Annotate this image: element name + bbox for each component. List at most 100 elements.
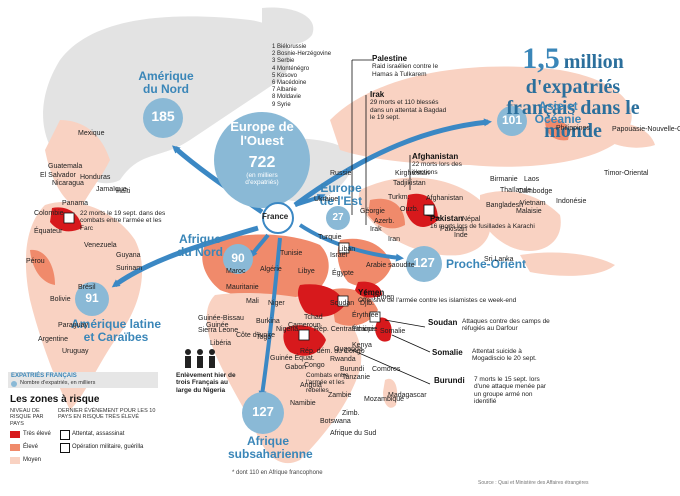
- land-indonesia: [520, 252, 615, 276]
- bubble-west-europe: [214, 112, 310, 208]
- country-label: Guinée: [206, 322, 229, 329]
- legend-level-medium: Élevé: [23, 444, 39, 450]
- annotation-text: 7 morts le 15 sept. lors d'une attaque m…: [474, 376, 547, 406]
- country-label: Brésil: [78, 284, 96, 291]
- land-central-america: [45, 120, 110, 210]
- country-label: Venezuela: [84, 242, 117, 249]
- country-label: Jamaïque: [96, 186, 127, 193]
- annotation-text: 22 morts le 19 sept. dans des combats en…: [80, 210, 166, 232]
- legend-event-attack: Attentat, assassinat: [72, 431, 125, 437]
- land-arabia: [337, 238, 392, 287]
- value-north-america: 185: [151, 108, 175, 124]
- europe-list-item: 9 Syrie: [272, 101, 291, 108]
- annotation-text: Attaques contre des camps de réfugiés au…: [462, 318, 550, 333]
- annotation-title: Burundi: [434, 376, 465, 385]
- country-label: Liban: [338, 246, 356, 253]
- country-label: Zambie: [328, 392, 352, 399]
- country-label: Côte d'Ivoire: [236, 332, 276, 339]
- arrow-sub-saharan: [258, 237, 282, 399]
- land-pakistan-afghanistan: [406, 193, 438, 227]
- country-label: Guinée-Bissau: [198, 315, 244, 322]
- legend-risk-title: Les zones à risque: [10, 394, 100, 405]
- annotation-title: Palestine: [372, 54, 408, 63]
- annotation-burundi: Burundi 7 morts le 15 sept. lors d'une at…: [434, 376, 564, 406]
- country-label: Soudan: [330, 300, 355, 307]
- land-somalia: [375, 317, 392, 342]
- country-label: Arabie saoudite: [366, 262, 415, 269]
- bubble-latin-america: [75, 282, 109, 316]
- annotation-soudan: Soudan Attaques contre des camps de réfug…: [428, 318, 558, 333]
- country-label: Tunisie: [280, 250, 303, 257]
- country-label: Philippines: [556, 125, 590, 132]
- annotation-text: Offensive de l'armée contre les islamist…: [358, 297, 517, 305]
- country-label: Inde: [454, 232, 468, 239]
- country-label: Afrique du Sud: [330, 430, 377, 437]
- country-label: Tadjikistan: [393, 180, 426, 187]
- land-se-asia: [480, 191, 561, 251]
- annotation-title: Irak: [370, 90, 385, 99]
- country-label: Sierra Leone: [198, 327, 239, 334]
- country-label: Libye: [298, 268, 315, 275]
- country-label: Thaïlande: [500, 187, 532, 194]
- arrow-latin-america: [111, 225, 259, 288]
- country-label: Vietnam: [520, 200, 546, 207]
- arrow-north-africa: [249, 233, 270, 259]
- country-label: Équateur: [34, 228, 63, 235]
- country-label: Birmanie: [490, 176, 518, 183]
- country-label: Djib.: [360, 300, 375, 307]
- country-label: Sri Lanka: [484, 256, 514, 263]
- legend-military-icon: [60, 443, 70, 453]
- bubble-asia: [497, 106, 527, 136]
- arrow-middle-east: [298, 223, 404, 262]
- country-label: Indonésie: [556, 198, 587, 205]
- annotation-somalie: Somalie Attentat suicide à Mogadiscio le …: [432, 348, 562, 363]
- country-label: Congo: [304, 362, 325, 369]
- country-label: Angola: [300, 382, 322, 389]
- country-label: Tanzanie: [342, 374, 371, 381]
- france-globe: [262, 202, 294, 234]
- land-greenland: [262, 7, 314, 45]
- region-name-north-america: Amérique du Nord: [138, 69, 194, 96]
- europe-list-item: 3 Serbie: [272, 58, 295, 65]
- annotation-text: 16 morts lors de fusillades à Karachi: [430, 223, 535, 231]
- value-west-europe: 722: [248, 154, 276, 171]
- label-france: France: [262, 212, 289, 221]
- country-label: Uruguay: [62, 348, 89, 355]
- legend-level-high: Très élevé: [23, 431, 51, 437]
- land-yemen: [355, 281, 382, 298]
- country-label: Zimb.: [342, 410, 360, 417]
- bubble-north-africa: [223, 244, 253, 274]
- annotation-text: Raid israélien contre le Hamas à Tulkare…: [372, 63, 439, 78]
- country-label: Madagascar: [388, 392, 427, 399]
- country-label: Pakistan: [440, 226, 467, 233]
- country-label: Pérou: [26, 258, 45, 265]
- country-label: Algérie: [260, 266, 282, 273]
- annotation-palestine: Palestine Raid israélien contre le Hamas…: [372, 54, 460, 78]
- country-label: Panama: [62, 200, 89, 207]
- bubble-north-america: [143, 98, 183, 138]
- country-label: Ouzb.: [400, 206, 419, 213]
- bubble-middle-east: [406, 246, 442, 282]
- country-label: Afghanistan: [426, 195, 463, 202]
- region-name-west-europe: Europe de l'Ouest: [230, 119, 294, 148]
- legend-level-low: Moyen: [23, 457, 42, 463]
- country-label: Irak: [370, 226, 382, 233]
- title-line1: million d'expatriés: [525, 51, 624, 98]
- annotation-title: Yémen: [358, 288, 385, 297]
- country-label: Nicaragua: [52, 180, 84, 187]
- country-label: Guinée Équat.: [270, 355, 315, 362]
- country-label: Mozambique: [364, 396, 405, 403]
- annotation-rdc: Combats entre l'armée et les rebelles: [306, 372, 366, 394]
- annotation-nigeria: Enlèvement hier de trois Français au lar…: [176, 372, 240, 394]
- country-label: Azerb.: [374, 218, 395, 225]
- legend-expat-box: EXPATRIÉS FRANÇAIS Nombre d'expatriés, e…: [8, 372, 158, 388]
- legend-expat-label: EXPATRIÉS FRANÇAIS: [11, 373, 77, 379]
- europe-list-item: 4 Monténégro: [272, 65, 310, 72]
- country-label: Turkm.: [388, 194, 410, 201]
- country-label: Honduras: [80, 174, 111, 181]
- land-peru: [30, 249, 55, 285]
- annotation-title: Afghanistan: [412, 152, 459, 161]
- country-label: Népal: [462, 216, 481, 223]
- europe-list-item: 1 Biélorussie: [272, 44, 307, 50]
- arrow-asia: [293, 118, 492, 208]
